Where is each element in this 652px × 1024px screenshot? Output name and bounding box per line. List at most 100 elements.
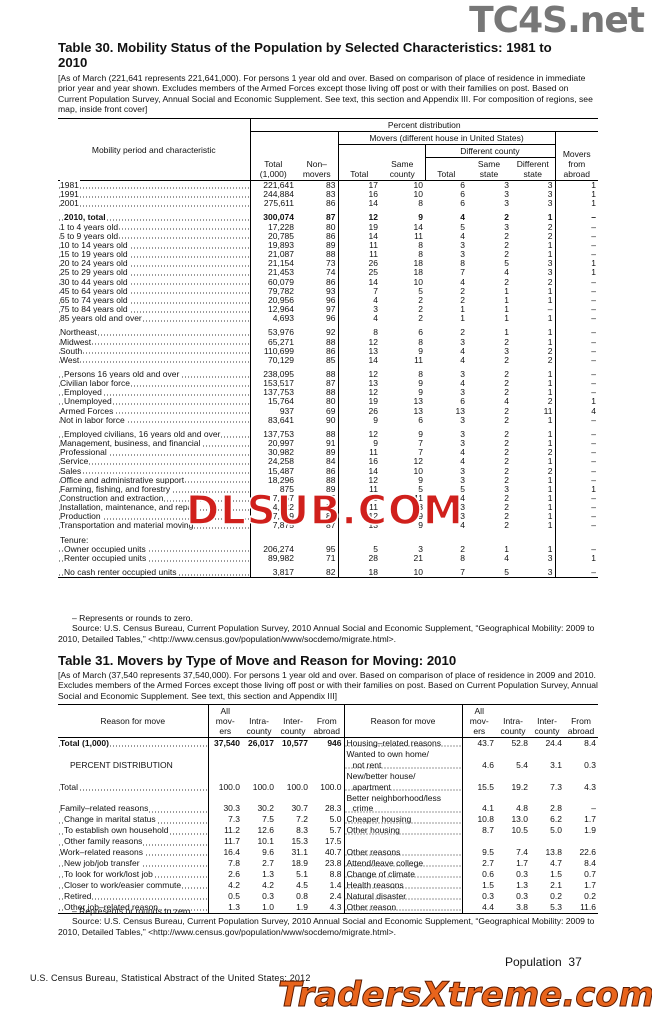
cell: –: [554, 544, 599, 554]
header: From abroad: [567, 716, 595, 736]
cell: 4.8: [516, 803, 528, 814]
cell: 3: [504, 189, 509, 200]
label-text: 75 to 84 years old: [60, 304, 129, 315]
label-text: Other reasons: [346, 847, 401, 858]
cell: 3.8: [516, 901, 528, 912]
cell: 3: [504, 198, 509, 209]
label-text: 65 to 74 years old: [60, 294, 129, 305]
row-label: 2010, total: [58, 208, 251, 223]
cell: 15: [337, 493, 380, 504]
row-label: Renter occupied units: [58, 552, 251, 564]
cell: 2: [460, 543, 465, 554]
row-label: 1981: [58, 180, 251, 191]
cell: 40.7: [324, 847, 342, 858]
cell: 1: [547, 520, 553, 531]
page-label: Population 37: [505, 955, 582, 969]
cell: 11.6: [580, 901, 596, 912]
cell: 19,893: [268, 239, 294, 250]
header: Non–movers: [296, 131, 338, 181]
cell: 100.0: [320, 781, 342, 792]
cell: 20,785: [268, 230, 294, 241]
cell: 4.6: [461, 748, 496, 771]
cell: 13: [413, 405, 423, 416]
cell: 7.2: [296, 814, 308, 825]
cell: 4: [504, 396, 509, 407]
cell: 73: [326, 258, 336, 269]
cell: 2: [547, 345, 553, 356]
cell: 1: [547, 387, 553, 398]
cell: –: [554, 314, 599, 324]
label-text: West: [60, 354, 81, 365]
label-text: Installation, maintenance, and repair: [60, 502, 199, 513]
label-text: Service: [60, 456, 90, 467]
cell: 88: [326, 511, 336, 522]
table-row: West 70,129 85 14 11 4 2 2–: [58, 354, 599, 365]
cell: 2: [504, 428, 509, 439]
row-label: To establish own household: [58, 825, 208, 837]
row-label: 5 to 9 years old: [58, 230, 251, 241]
table-row: Change in marital status 7.3 7.5 7.2 5.0 Chea…: [58, 814, 598, 826]
row-label: Total: [58, 770, 208, 793]
cell: [530, 836, 564, 847]
cell: –: [554, 448, 599, 458]
label-text: Wanted to own home/: [346, 748, 429, 759]
cell: 3: [460, 336, 465, 347]
row-label: Transportation and material moving: [58, 520, 251, 531]
cell: 90: [326, 414, 336, 425]
cell: 4: [460, 276, 465, 287]
row-label: 15 to 19 years old: [58, 249, 251, 260]
row-label: 75 to 84 years old: [58, 304, 251, 315]
cell: 4: [460, 447, 465, 458]
cell: 1: [547, 438, 553, 449]
cell: 153,517: [263, 378, 294, 389]
cell: 4.2: [262, 879, 274, 890]
cell: 2: [504, 249, 509, 260]
cell: 7.5: [262, 814, 274, 825]
cell: 24.4: [545, 738, 562, 748]
cell: 206,274: [263, 543, 294, 554]
header: Total: [337, 144, 380, 181]
cell: –: [554, 521, 599, 531]
label-text: Tenure:: [60, 534, 89, 545]
cell: 16.4: [207, 847, 242, 858]
cell: 13: [337, 521, 380, 531]
cell: 12: [337, 388, 380, 398]
row-label: Service: [58, 456, 251, 467]
cell: 3: [460, 474, 465, 485]
table-row: Closer to work/easier commute 4.2 4.2 4.5 1.…: [58, 879, 598, 891]
cell: 10: [413, 189, 423, 200]
cell: 10.8: [461, 814, 496, 826]
cell: 12: [337, 424, 380, 440]
label-text: 20 to 24 years old: [60, 258, 129, 269]
label-text: Work–related reasons: [60, 847, 144, 858]
cell: 8.4: [584, 857, 596, 868]
cell: 14: [337, 231, 380, 241]
cell: –: [554, 466, 599, 476]
cell: 2: [547, 447, 553, 458]
cell: 12: [337, 364, 380, 380]
table-row: Work–related reasons 16.4 9.6 31.1 40.7 Other…: [58, 847, 598, 858]
cell: 2: [504, 354, 509, 365]
cell: [564, 836, 598, 847]
cell: 100.0: [207, 770, 242, 793]
cell: 1.5: [550, 868, 562, 879]
cell: 6: [460, 180, 465, 190]
cell: 89: [326, 483, 336, 494]
footnote: – Represents or rounds to zero.: [72, 906, 193, 916]
cell: 8: [460, 258, 465, 269]
cell: 3.1: [550, 759, 562, 770]
table-row: Persons 16 years old and over 238,095 88 12…: [58, 364, 599, 380]
cell: 3: [504, 483, 509, 494]
label-text: Construction and extraction: [60, 493, 165, 503]
cell: 5.7: [329, 825, 342, 836]
label-text: Northeast: [60, 327, 98, 338]
cell: 1: [547, 285, 553, 296]
cell: 31.1: [291, 847, 308, 858]
cell: 1.3: [516, 879, 528, 890]
cell: 12: [337, 337, 380, 347]
cell: 1: [504, 543, 509, 554]
row-label: 10 to 14 years old: [58, 239, 251, 251]
label-text: To look for work/lost job: [64, 868, 154, 879]
cell: 70,129: [268, 354, 294, 365]
table-row: Sales 15,487 86 14 10 3 2 2–: [58, 465, 599, 476]
